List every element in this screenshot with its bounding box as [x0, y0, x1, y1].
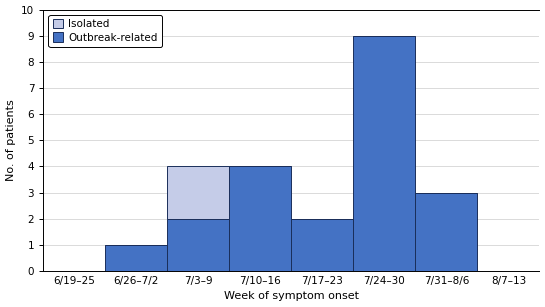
Y-axis label: No. of patients: No. of patients: [5, 99, 16, 181]
X-axis label: Week of symptom onset: Week of symptom onset: [224, 291, 359, 301]
Legend: Isolated, Outbreak-related: Isolated, Outbreak-related: [49, 15, 162, 47]
Bar: [353, 36, 415, 271]
Bar: [167, 219, 229, 271]
Bar: [415, 192, 477, 271]
Bar: [292, 219, 353, 271]
Bar: [105, 245, 167, 271]
Bar: [167, 166, 229, 219]
Bar: [229, 166, 292, 271]
